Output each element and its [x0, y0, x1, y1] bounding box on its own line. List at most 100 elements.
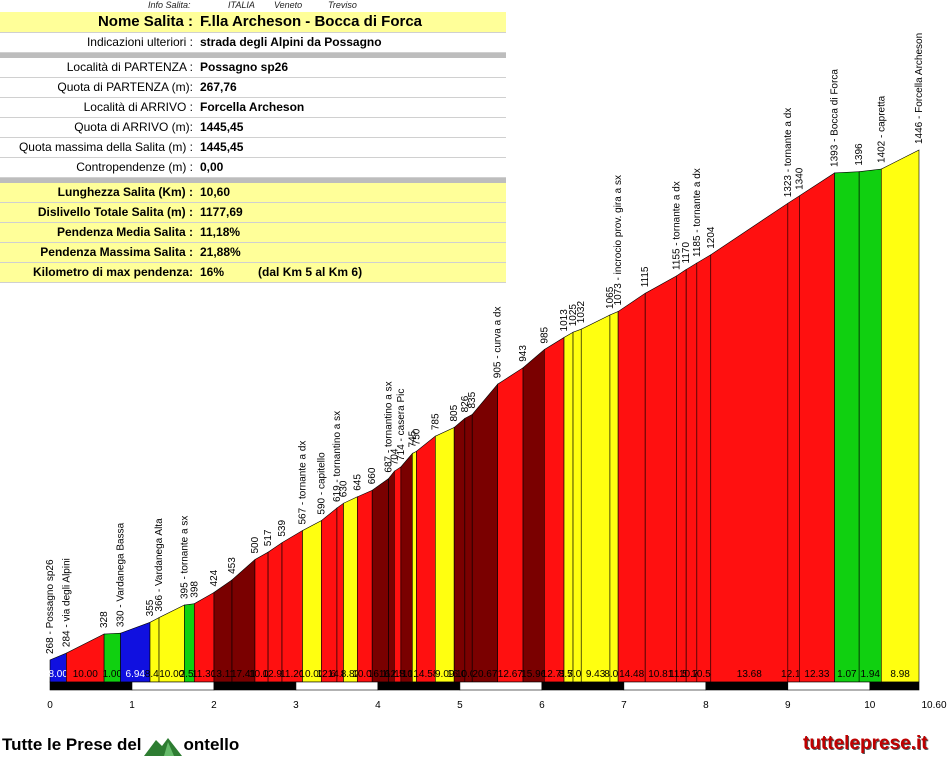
table-row: Quota di PARTENZA (m): 267,76	[0, 78, 506, 98]
segment-slope-label: 13.68	[737, 669, 762, 680]
segment-slope-label: 9.43	[586, 669, 606, 680]
point-label: 630	[338, 480, 349, 497]
segment-slope-label: 12.67	[498, 669, 523, 680]
row-label: Quota di PARTENZA (m):	[57, 80, 193, 94]
row-value: Possagno sp26	[200, 58, 288, 77]
km-scale-bar	[869, 681, 920, 691]
segment-slope-label: 10.71	[679, 669, 704, 680]
profile-segment	[834, 171, 860, 683]
profile-segment	[858, 168, 882, 683]
profile-segment	[696, 254, 712, 683]
point-label: 1323 - tornante a dx	[783, 108, 794, 198]
segment-slope-label: 7.00	[567, 669, 587, 680]
profile-segment	[394, 466, 402, 683]
km-scale-bar	[377, 681, 461, 691]
row-value-text: 16%	[200, 265, 225, 279]
row-value: 1445,45	[200, 138, 243, 157]
segment-slope-label: 14.80	[328, 669, 353, 680]
km-scale-bar	[131, 681, 215, 691]
x-tick-label: 3	[293, 700, 299, 711]
point-label: 517	[263, 529, 274, 546]
profile-segment	[267, 542, 283, 683]
segment-slope-label: 12.14	[781, 669, 806, 680]
segment-slope-label: 6.94	[126, 669, 146, 680]
segment-slope-label: 16.16	[368, 669, 393, 680]
row-value-text: 21,88%	[200, 245, 241, 259]
x-tick-label: 7	[621, 700, 627, 711]
profile-segment	[412, 450, 417, 683]
point-label: 567 - tornante a dx	[298, 441, 309, 525]
row-value-text: strada degli Alpini da Possagno	[200, 35, 382, 49]
x-tick-label: 1	[129, 700, 135, 711]
point-label: 835	[467, 391, 478, 408]
km-scale-bar	[787, 681, 871, 691]
row-value-text: 1445,45	[200, 140, 244, 154]
point-label: 1073 - incrocio prov. gira a sx	[613, 175, 624, 305]
profile-segment	[231, 558, 256, 683]
x-tick-label: 2	[211, 700, 217, 711]
row-value: 0,00	[200, 158, 223, 177]
point-label: 328	[99, 611, 110, 628]
segment-slope-label: 10.00	[352, 669, 377, 680]
profile-segment	[676, 268, 687, 683]
segment-slope-label: 10.00	[299, 669, 324, 680]
row-label: Kilometro di max pendenza:	[32, 265, 193, 279]
point-label: 424	[209, 569, 220, 586]
x-tick-label: 6	[539, 700, 545, 711]
segment-slope-label: 9.09	[435, 669, 455, 680]
profile-segment	[572, 328, 582, 683]
divider	[0, 53, 506, 58]
segment-slope-label: 12.50	[385, 669, 410, 680]
segment-slope-label: 16.00	[379, 669, 404, 680]
point-label: 750	[411, 428, 422, 445]
table-row: Quota massima della Salita (m) : 1445,45	[0, 138, 506, 158]
row-value: 267,76	[200, 78, 237, 97]
segment-slope-label: 1.07	[837, 669, 857, 680]
row-value-text: F.lla Archeson - Bocca di Forca	[200, 13, 423, 30]
row-value: 11,18%	[200, 223, 240, 242]
segment-slope-label: 16.00	[447, 669, 472, 680]
profile-segment	[302, 520, 322, 683]
row-label: Quota di ARRIVO (m):	[74, 120, 193, 134]
km-scale-bar	[541, 681, 625, 691]
x-tick-label: 10	[864, 700, 876, 711]
segment-slope-label: 14.58	[413, 669, 438, 680]
profile-segment	[580, 314, 611, 683]
point-label: 660	[367, 467, 378, 484]
point-label: 905 - curva a dx	[493, 307, 504, 379]
profile-segment	[685, 262, 698, 683]
point-label: 1025	[568, 304, 579, 327]
x-tick-label: 10.60	[921, 700, 946, 711]
point-label: 366 - Vardanega Alta	[154, 518, 165, 612]
profile-segment	[357, 489, 373, 683]
segment-slope-label: 14.48	[619, 669, 644, 680]
point-label: 714 - casera Pic	[396, 389, 407, 461]
row-value: F.lla Archeson - Bocca di Forca	[200, 12, 422, 32]
row-label: Lunghezza Salita (Km) :	[57, 185, 193, 199]
info-province: Treviso	[328, 0, 357, 10]
table-row: Kilometro di max pendenza: 16% (dal Km 5 a…	[0, 263, 506, 283]
profile-segment	[799, 172, 835, 683]
point-label: 284 - via degli Alpini	[61, 558, 72, 647]
profile-segment	[710, 202, 789, 683]
km-scale-bar	[213, 681, 297, 691]
point-label: 1155 - tornante a dx	[671, 181, 682, 270]
row-label: Contropendenze (m) :	[76, 160, 193, 174]
segment-slope-label: 12.94	[263, 669, 288, 680]
table-row: Località di PARTENZA : Possagno sp26	[0, 58, 506, 78]
segment-slope-label: 10.56	[691, 669, 716, 680]
point-label: 785	[430, 413, 441, 430]
km-scale-bar	[49, 681, 133, 691]
segment-slope-label: 10.00	[402, 669, 427, 680]
point-label: 453	[227, 557, 238, 574]
segment-slope-label: 11.20	[280, 669, 305, 680]
point-label: 355	[145, 599, 156, 616]
row-label: Indicazioni ulteriori :	[86, 35, 193, 49]
row-value-text: Possagno sp26	[200, 60, 289, 74]
table-row: Dislivello Totale Salita (m) : 1177,69	[0, 203, 506, 223]
brand-left: Tutte le Prese del ontello	[2, 735, 239, 756]
segment-slope-label: 2.50	[180, 669, 200, 680]
point-label: 619 - tornantino a sx	[332, 411, 343, 502]
row-value: 21,88%	[200, 243, 241, 262]
